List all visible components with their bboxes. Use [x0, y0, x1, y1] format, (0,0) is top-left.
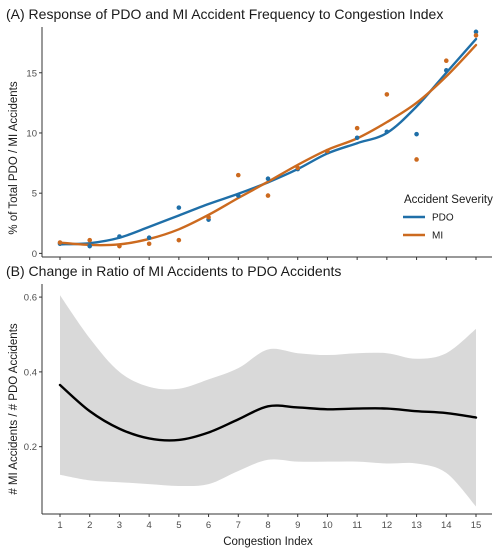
panel-b-band-layer [60, 295, 476, 507]
panel-b-x-tick-label: 3 [117, 520, 122, 531]
panel-a-title: (A) Response of PDO and MI Accident Freq… [6, 6, 443, 22]
panel-b-y-axis-title: # MI Accidents / # PDO Accidents [8, 323, 20, 495]
legend-label-pdo: PDO [432, 213, 454, 224]
panel-b-x-tick-label: 2 [87, 520, 92, 531]
confidence-band [60, 295, 476, 507]
data-point-mi [117, 243, 122, 249]
panel-a-y-tick-label: 10 [26, 128, 37, 139]
data-point-pdo [87, 243, 93, 249]
data-point-mi [206, 214, 211, 220]
data-point-pdo [354, 135, 360, 141]
panel-b-title: (B) Change in Ratio of MI Accidents to P… [6, 263, 341, 279]
panel-a-y-tick-label: 5 [32, 189, 37, 200]
panel-b-y-tick-label: 0.2 [24, 442, 37, 453]
data-point-mi [473, 33, 479, 38]
legend-title: Accident Severity [404, 194, 493, 206]
panel-a-y-tick-label: 0 [32, 249, 37, 260]
panel-b-x-tick-label: 4 [146, 520, 151, 531]
data-point-mi [146, 241, 152, 247]
data-point-mi [414, 157, 419, 162]
panel-a-point-layer [57, 29, 479, 249]
panel-b-x-tick-label: 12 [382, 520, 393, 531]
data-point-mi [443, 58, 449, 64]
panel-a-axes: 0 5 10 15 [26, 27, 492, 260]
ratio-line [58, 383, 478, 442]
data-point-mi [265, 193, 271, 198]
panel-b-line-layer [58, 383, 478, 442]
panel-b-x-tick-label: 14 [441, 520, 452, 531]
data-point-pdo [146, 235, 152, 241]
data-point-pdo [384, 129, 390, 135]
series-line-mi [58, 43, 478, 247]
panel-b-x-tick-label: 15 [471, 520, 482, 531]
data-point-mi [295, 165, 301, 171]
legend: Accident Severity PDO MI [403, 194, 493, 242]
data-point-pdo [176, 205, 182, 210]
panel-b: (B) Change in Ratio of MI Accidents to P… [6, 263, 492, 548]
panel-a-line-layer [58, 37, 478, 247]
data-point-mi [354, 125, 360, 131]
data-point-mi [325, 148, 330, 154]
panel-b-x-tick-label: 13 [411, 520, 422, 531]
data-point-mi [87, 237, 93, 243]
panel-b-x-tick-label: 10 [322, 520, 333, 531]
panel-a: (A) Response of PDO and MI Accident Freq… [6, 6, 493, 260]
panel-b-y-tick-label: 0.4 [24, 367, 37, 378]
data-point-mi [176, 237, 182, 243]
panel-b-x-tick-label: 5 [176, 520, 181, 531]
panel-b-y-tick-label: 0.6 [24, 293, 37, 304]
data-point-mi [57, 240, 63, 245]
data-point-pdo [414, 131, 419, 137]
data-point-pdo [443, 68, 449, 73]
data-point-mi [384, 92, 390, 97]
panel-b-x-tick-label: 9 [295, 520, 300, 531]
legend-label-mi: MI [432, 231, 443, 242]
panel-b-x-tick-label: 1 [57, 520, 62, 531]
panel-b-x-axis-title: Congestion Index [223, 536, 313, 548]
data-point-pdo [235, 193, 241, 198]
panel-b-x-tick-label: 11 [352, 520, 362, 531]
data-point-pdo [117, 234, 122, 239]
panel-b-axes: 0.20.40.61 2 3 4 5 6 7 8 9 10 11 12 13 14 15 [24, 284, 492, 531]
panel-a-y-axis-title: % of Total PDO / MI Accidents [8, 81, 20, 234]
panel-a-y-tick-label: 15 [26, 68, 37, 79]
data-point-pdo [473, 29, 479, 35]
series-line-pdo [58, 37, 478, 246]
data-point-mi [235, 172, 241, 178]
data-point-pdo [265, 176, 271, 182]
panel-b-x-tick-label: 6 [206, 520, 211, 531]
panel-b-x-tick-label: 7 [236, 520, 241, 531]
panel-b-x-tick-label: 8 [265, 520, 270, 531]
